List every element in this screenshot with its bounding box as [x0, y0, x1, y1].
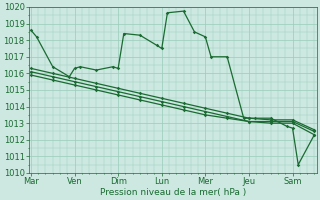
X-axis label: Pression niveau de la mer( hPa ): Pression niveau de la mer( hPa )	[100, 188, 246, 197]
